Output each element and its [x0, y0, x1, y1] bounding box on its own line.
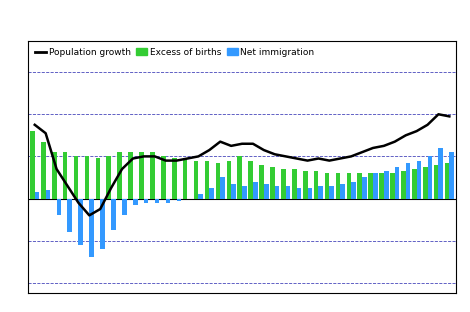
Bar: [52, 152, 56, 198]
Bar: [416, 161, 421, 198]
Bar: [194, 161, 198, 198]
Bar: [216, 163, 220, 198]
Bar: [133, 198, 138, 205]
Bar: [401, 171, 406, 198]
Bar: [275, 186, 280, 198]
Bar: [165, 198, 170, 203]
Bar: [248, 161, 253, 198]
Bar: [368, 173, 373, 198]
Bar: [68, 198, 72, 232]
Bar: [390, 173, 395, 198]
Bar: [336, 173, 340, 198]
Bar: [161, 156, 165, 198]
Bar: [314, 171, 319, 198]
Bar: [264, 184, 268, 198]
Bar: [183, 158, 188, 198]
Bar: [74, 156, 78, 198]
Bar: [439, 148, 443, 198]
Bar: [155, 198, 159, 203]
Bar: [281, 169, 286, 198]
Bar: [172, 158, 177, 198]
Bar: [107, 156, 111, 198]
Legend: Population growth, Excess of births, Net immigration: Population growth, Excess of births, Net…: [33, 45, 317, 60]
Bar: [78, 198, 83, 245]
Bar: [412, 169, 416, 198]
Bar: [198, 194, 203, 198]
Bar: [122, 198, 127, 215]
Bar: [340, 184, 345, 198]
Bar: [139, 152, 144, 198]
Bar: [357, 173, 362, 198]
Bar: [35, 192, 39, 198]
Bar: [56, 198, 61, 215]
Bar: [204, 161, 209, 198]
Bar: [118, 152, 122, 198]
Bar: [150, 152, 155, 198]
Bar: [231, 184, 236, 198]
Bar: [144, 198, 149, 203]
Bar: [128, 152, 133, 198]
Bar: [227, 161, 231, 198]
Bar: [325, 173, 329, 198]
Bar: [373, 173, 377, 198]
Bar: [270, 167, 275, 198]
Bar: [362, 178, 367, 198]
Bar: [242, 186, 247, 198]
Bar: [406, 163, 410, 198]
Bar: [220, 178, 225, 198]
Bar: [384, 171, 389, 198]
Bar: [100, 198, 105, 249]
Bar: [351, 182, 356, 198]
Bar: [307, 188, 312, 198]
Bar: [177, 198, 181, 201]
Bar: [318, 186, 323, 198]
Bar: [329, 186, 334, 198]
Bar: [434, 165, 439, 198]
Bar: [428, 156, 432, 198]
Bar: [30, 131, 35, 198]
Bar: [449, 152, 454, 198]
Bar: [379, 173, 384, 198]
Bar: [346, 173, 351, 198]
Bar: [46, 190, 50, 198]
Bar: [423, 167, 428, 198]
Bar: [95, 158, 100, 198]
Bar: [85, 156, 89, 198]
Bar: [445, 163, 449, 198]
Bar: [259, 165, 264, 198]
Bar: [41, 142, 46, 198]
Bar: [209, 188, 214, 198]
Bar: [63, 152, 68, 198]
Bar: [286, 186, 290, 198]
Bar: [111, 198, 116, 230]
Bar: [297, 188, 301, 198]
Bar: [395, 167, 400, 198]
Bar: [89, 198, 94, 257]
Bar: [292, 169, 297, 198]
Bar: [237, 156, 242, 198]
Bar: [253, 182, 258, 198]
Bar: [303, 171, 307, 198]
